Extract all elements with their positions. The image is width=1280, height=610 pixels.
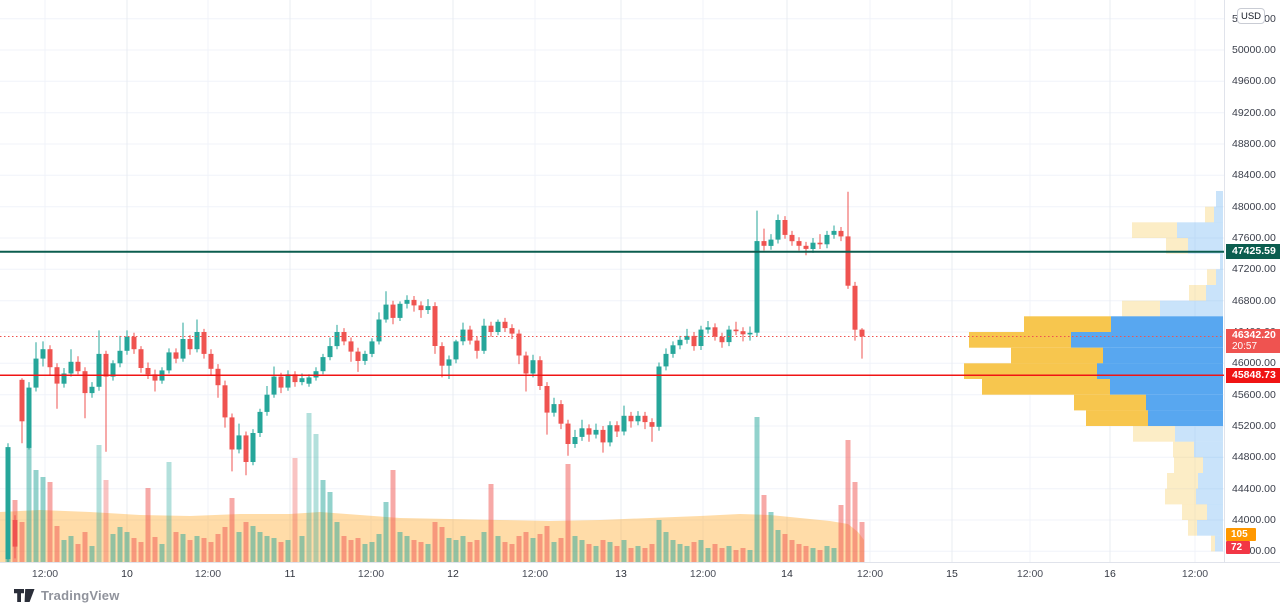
price-tick: 49600.00 xyxy=(1232,75,1276,88)
price-tick: 46000.00 xyxy=(1232,357,1276,370)
price-tick: 50000.00 xyxy=(1232,44,1276,56)
time-tick: 12:00 xyxy=(357,568,385,580)
time-tick: 10 xyxy=(121,568,133,580)
price-tick: 45600.00 xyxy=(1232,388,1276,401)
price-tick: 44000.00 xyxy=(1232,513,1276,526)
candles xyxy=(5,191,865,562)
time-tick: 15 xyxy=(946,568,958,580)
volume-profile xyxy=(964,191,1223,552)
price-tick: 48800.00 xyxy=(1232,137,1276,150)
price-tick: 44800.00 xyxy=(1232,451,1276,464)
volume-value-label: 105 xyxy=(1226,527,1256,541)
time-tick: 12 xyxy=(447,568,459,580)
price-tick: 44400.00 xyxy=(1232,482,1276,495)
last-price-label: 46342.20 20:57 xyxy=(1226,329,1280,354)
tradingview-logo-text: TradingView xyxy=(41,588,120,603)
time-axis[interactable]: 12:00 10 12:00 11 12:00 12 12:00 13 12:00 14 12:00… xyxy=(0,562,1280,584)
volume-bars xyxy=(5,413,865,562)
volume-value-label: 72 xyxy=(1226,540,1250,554)
price-tick: 47600.00 xyxy=(1232,231,1276,244)
last-price-value: 46342.20 xyxy=(1232,329,1276,342)
price-axis[interactable]: 50400.0050000.0049600.0049200.0048800.00… xyxy=(1224,0,1280,562)
price-tick: 46800.00 xyxy=(1232,294,1276,307)
tradingview-logo[interactable]: TradingView xyxy=(14,588,120,603)
price-tick: 48400.00 xyxy=(1232,169,1276,182)
time-tick: 12:00 xyxy=(31,568,59,580)
price-tick: 47200.00 xyxy=(1232,263,1276,276)
time-tick: 13 xyxy=(615,568,627,580)
time-tick: 14 xyxy=(781,568,793,580)
time-tick: 16 xyxy=(1104,568,1116,580)
price-level-label: 47425.59 xyxy=(1226,244,1280,260)
time-tick: 12:00 xyxy=(194,568,222,580)
currency-toggle-button[interactable]: USD xyxy=(1237,8,1265,24)
time-tick: 12:00 xyxy=(521,568,549,580)
tradingview-logo-icon xyxy=(14,589,35,602)
time-tick: 11 xyxy=(284,568,296,580)
bar-countdown: 20:57 xyxy=(1232,341,1258,353)
time-tick: 12:00 xyxy=(1016,568,1044,580)
price-tick: 49200.00 xyxy=(1232,106,1276,119)
price-tick: 48000.00 xyxy=(1232,200,1276,213)
time-tick: 12:00 xyxy=(689,568,717,580)
price-level-label: 45848.73 xyxy=(1226,367,1280,383)
grid xyxy=(0,0,1224,562)
time-tick: 12:00 xyxy=(856,568,884,580)
price-tick: 45200.00 xyxy=(1232,419,1276,432)
time-tick: 12:00 xyxy=(1181,568,1209,580)
chart-canvas[interactable] xyxy=(0,0,1224,562)
